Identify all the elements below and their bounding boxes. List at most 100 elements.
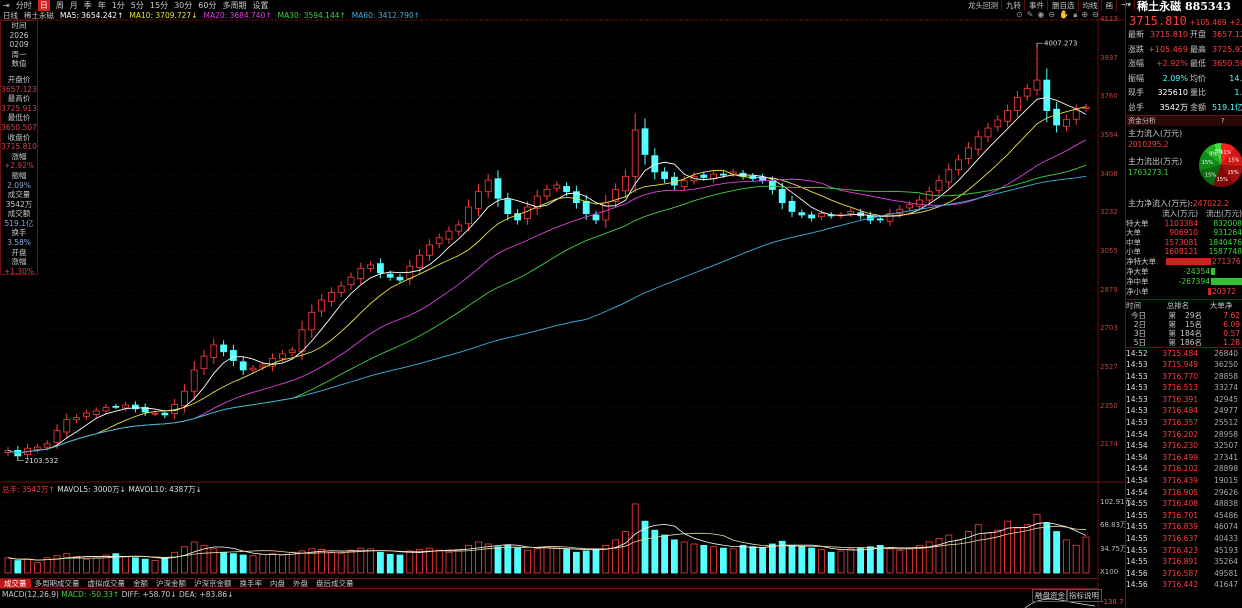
tab-5[interactable]: 沪深京金额 xyxy=(194,579,232,588)
pen-icon[interactable]: ✎ xyxy=(1026,10,1034,19)
candle xyxy=(514,209,521,225)
eye-icon[interactable]: ◉ xyxy=(1037,10,1045,19)
ma-legend: 日线 稀土永磁 MA5: 3654.242↑ MA10: 3709.727↓ M… xyxy=(0,10,420,20)
indicator-help-button[interactable]: 指标说明 xyxy=(1066,589,1102,602)
volume-bar xyxy=(73,556,80,574)
period-11[interactable]: 多周期 xyxy=(222,0,247,10)
volume-bar xyxy=(906,547,913,574)
tick-price: 3716.357 xyxy=(1162,418,1198,428)
zoom-out-icon[interactable]: ⊖ xyxy=(1092,10,1099,19)
period-12[interactable]: 设置 xyxy=(252,0,269,10)
tab-9[interactable]: 盘后成交量 xyxy=(316,579,354,588)
fund-button[interactable]: 融盘资金 xyxy=(1032,589,1068,602)
more-dropdown-icon[interactable]: ⇥▾ xyxy=(1121,0,1136,11)
period-8[interactable]: 15分 xyxy=(149,0,169,10)
candle-body xyxy=(435,237,443,245)
tool-3[interactable]: 删自选 xyxy=(1052,0,1079,11)
outflow-header: 流出(万元) xyxy=(1206,209,1242,218)
period-4[interactable]: 季 xyxy=(83,0,92,10)
candle-body xyxy=(504,199,512,215)
volume-bar xyxy=(278,554,286,574)
pie-label: 5% xyxy=(1215,149,1223,155)
min-price-label: 2103.532 xyxy=(25,457,58,465)
period-2[interactable]: 周 xyxy=(55,0,64,10)
volume-bar xyxy=(680,541,688,574)
candle-body xyxy=(925,191,933,201)
period-0[interactable]: 分时 xyxy=(15,0,32,10)
tool-0[interactable]: 龙头回测 xyxy=(968,0,1002,11)
tick-price: 3716.839 xyxy=(1162,522,1198,532)
help-icon[interactable]: ? xyxy=(1221,117,1225,125)
candle xyxy=(494,170,502,207)
tick-row: 14:56 3716.442 41647 xyxy=(1126,579,1242,591)
ma60-line xyxy=(7,175,1087,454)
tool-5[interactable]: 画 xyxy=(1106,0,1117,11)
tab-2[interactable]: 虚拟成交量 xyxy=(87,579,126,588)
volume-bar xyxy=(514,547,521,574)
volume-bar xyxy=(778,540,786,574)
candle xyxy=(1082,104,1090,112)
candle xyxy=(141,403,149,417)
candle-body xyxy=(484,179,492,193)
candle-body xyxy=(592,214,600,221)
tick-volume: 41647 xyxy=(1214,580,1238,590)
candle xyxy=(1072,104,1080,125)
period-9[interactable]: 30分 xyxy=(174,0,193,10)
volume-bar xyxy=(151,560,159,574)
tab-7[interactable]: 内盘 xyxy=(270,579,285,588)
sidebar-toggle-icon[interactable]: ⇥ xyxy=(3,0,10,10)
tick-price: 3716.701 xyxy=(1162,510,1198,520)
tab-8[interactable]: 外盘 xyxy=(293,579,308,588)
tab-6[interactable]: 换手率 xyxy=(239,579,263,588)
candle xyxy=(533,189,541,215)
tab-3[interactable]: 金额 xyxy=(133,579,148,588)
tick-volume: 28898 xyxy=(1214,464,1238,474)
volume-bar xyxy=(1014,527,1021,574)
volume-bar xyxy=(24,558,32,574)
tick-volume: 32507 xyxy=(1214,441,1238,451)
tick-price: 3715.484 xyxy=(1162,348,1198,358)
tab-1[interactable]: 多周期成交量 xyxy=(34,579,80,588)
volume-bar xyxy=(465,544,473,574)
tab-4[interactable]: 沪深金额 xyxy=(156,579,186,588)
quote-value: 325610 xyxy=(1157,88,1188,97)
tool-4[interactable]: 均线 xyxy=(1083,0,1102,11)
quote-label: 最新 xyxy=(1128,30,1144,39)
candle-body xyxy=(376,263,384,274)
period-3[interactable]: 月 xyxy=(69,0,78,10)
rank-period: 5日 xyxy=(1133,337,1146,347)
rank-row: 5日 第 186名 1.28 xyxy=(1126,338,1242,347)
tick-list[interactable]: 14:52 3715.484 26840 14:53 3715.949 36250 14:5… xyxy=(1126,346,1242,591)
minus-circle-icon[interactable]: ⊖ xyxy=(1048,10,1056,19)
quote-value: 1. xyxy=(1234,88,1242,97)
tab-0[interactable]: 成交量 xyxy=(0,579,31,588)
hand-icon[interactable]: ✋ xyxy=(1059,10,1070,19)
tool-2[interactable]: 事件 xyxy=(1029,0,1048,11)
zoom-in-icon[interactable]: ⊕ xyxy=(1081,10,1089,19)
diff-value: DIFF: +58.70↓ xyxy=(121,590,177,599)
lock-icon[interactable]: 🔒︎ xyxy=(1073,10,1078,19)
net-flow-label: 净中单 xyxy=(1126,276,1149,286)
period-1[interactable]: 日 xyxy=(37,0,50,11)
candle-body xyxy=(1033,79,1041,91)
macd-name: MACD(12,26,9) xyxy=(2,590,59,599)
period-5[interactable]: 年 xyxy=(97,0,106,10)
tick-volume: 26840 xyxy=(1214,348,1238,358)
chart-canvas[interactable]: 4007.273 2103.532 xyxy=(0,0,1125,608)
tick-price: 3716.770 xyxy=(1162,371,1198,381)
chg-label: 涨幅 xyxy=(11,151,27,161)
candle-body xyxy=(955,159,962,171)
period-10[interactable]: 60分 xyxy=(198,0,217,10)
candle-body xyxy=(984,127,992,138)
target-icon[interactable]: ⊙ xyxy=(1016,10,1023,19)
candle-body xyxy=(641,128,649,155)
period-7[interactable]: 5分 xyxy=(130,0,144,10)
time-label: 时间 xyxy=(11,21,27,30)
candle-body xyxy=(886,213,894,222)
period-6[interactable]: 1分 xyxy=(111,0,125,10)
tool-1[interactable]: 九转 xyxy=(1006,0,1025,11)
volume-bar xyxy=(994,529,1002,574)
net-flow-row: 净中单 -267394 xyxy=(1126,277,1242,287)
